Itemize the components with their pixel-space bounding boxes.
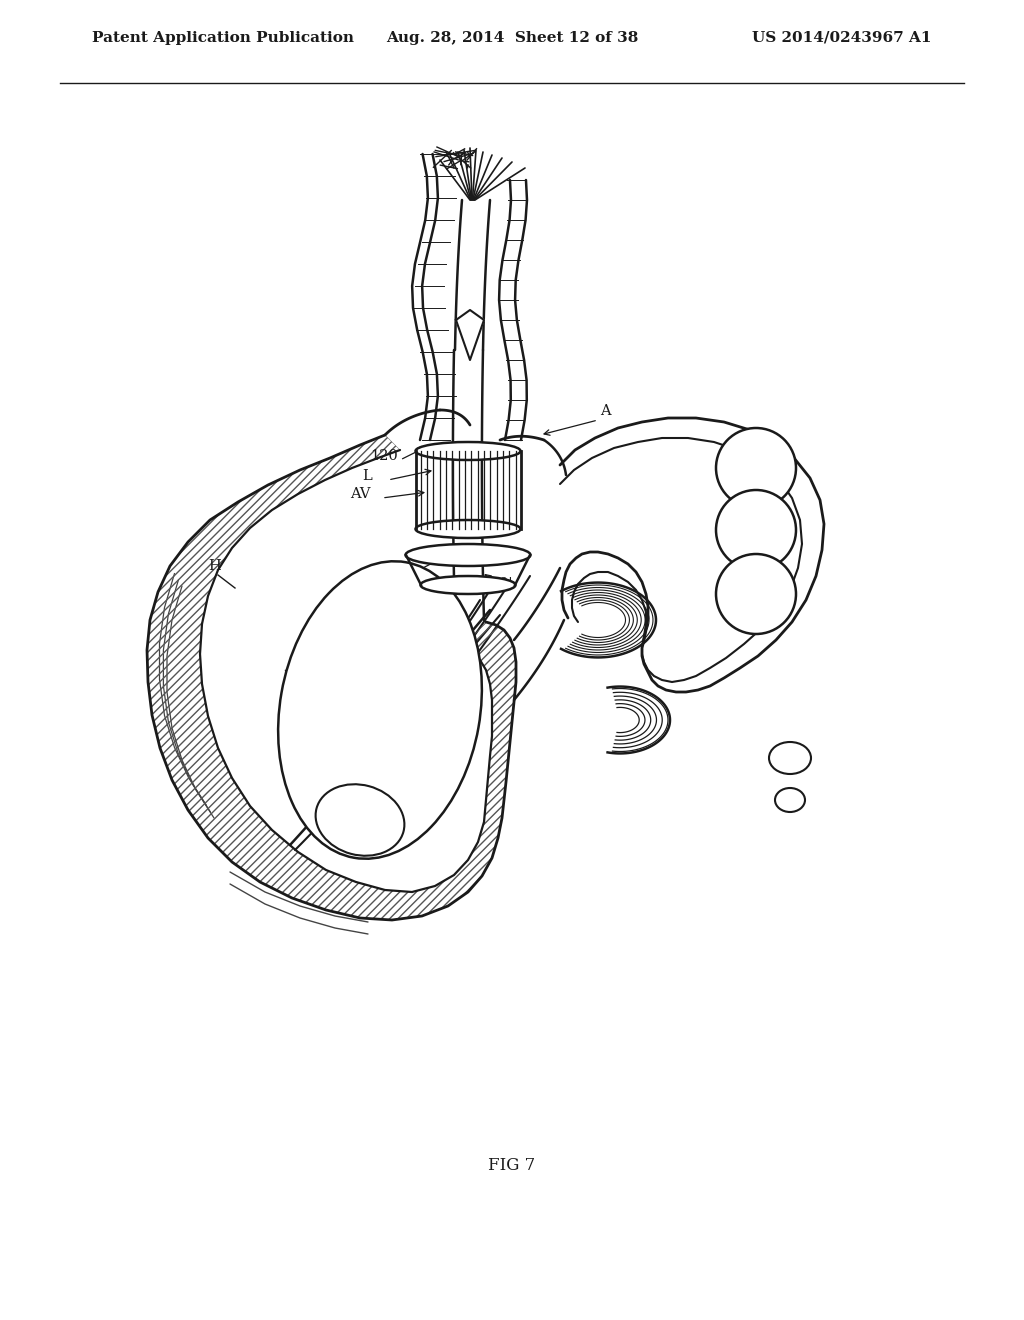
Polygon shape [147, 436, 516, 920]
Text: Patent Application Publication: Patent Application Publication [92, 30, 354, 45]
Text: LV: LV [290, 652, 310, 668]
Ellipse shape [315, 784, 404, 855]
Text: A: A [600, 404, 610, 418]
Ellipse shape [775, 788, 805, 812]
Circle shape [716, 428, 796, 508]
Text: H: H [209, 558, 221, 573]
Ellipse shape [421, 576, 515, 594]
Text: L: L [362, 469, 372, 483]
Ellipse shape [279, 561, 482, 859]
Text: Aug. 28, 2014  Sheet 12 of 38: Aug. 28, 2014 Sheet 12 of 38 [386, 30, 638, 45]
Ellipse shape [416, 520, 520, 539]
Text: FIG 7: FIG 7 [488, 1156, 536, 1173]
Ellipse shape [406, 544, 530, 566]
Text: 30: 30 [400, 569, 419, 583]
Ellipse shape [416, 442, 520, 459]
Polygon shape [456, 310, 484, 360]
Text: 20: 20 [382, 589, 400, 603]
Circle shape [716, 490, 796, 570]
Text: 120: 120 [370, 449, 397, 463]
Circle shape [716, 554, 796, 634]
Text: AV: AV [350, 487, 371, 502]
Text: 10': 10' [490, 577, 512, 591]
Text: US 2014/0243967 A1: US 2014/0243967 A1 [753, 30, 932, 45]
Ellipse shape [769, 742, 811, 774]
